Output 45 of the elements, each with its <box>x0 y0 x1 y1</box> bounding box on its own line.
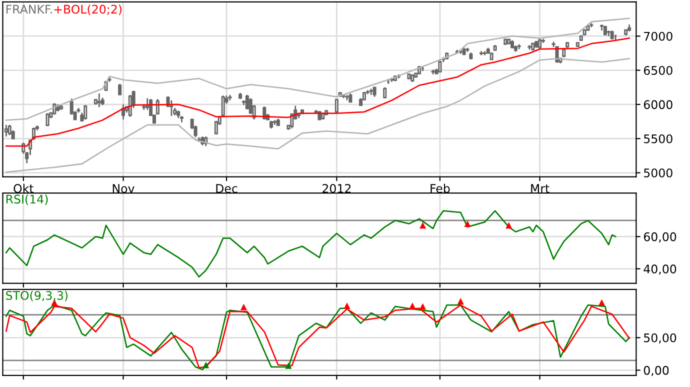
point <box>240 304 247 310</box>
candlestick <box>8 124 12 136</box>
y-tick-label: 60,00 <box>644 232 676 242</box>
candlestick <box>245 94 249 110</box>
x-tick-label: Okt <box>14 184 34 193</box>
candlestick <box>97 92 101 108</box>
x-tick-label: Nov <box>112 184 134 193</box>
candlestick <box>214 120 218 136</box>
candlestick <box>262 106 266 120</box>
candlestick <box>32 126 36 141</box>
point <box>457 298 464 304</box>
y-tick-label: 50,00 <box>644 333 676 344</box>
line-series <box>6 210 616 278</box>
point <box>409 302 416 310</box>
candlestick <box>46 112 50 127</box>
y-tick-label: 7000 <box>644 32 672 41</box>
point <box>344 302 350 310</box>
y-tick-label: 6500 <box>644 66 672 75</box>
chart-title: STO(9,3,3) <box>6 290 68 302</box>
line-series <box>6 37 630 147</box>
y-tick-label: 5500 <box>644 134 672 144</box>
x-tick-label: Mrt <box>531 184 550 193</box>
y-tick-label: 0,00 <box>644 366 669 376</box>
point <box>202 362 210 368</box>
chart-title: FRANKF. <box>6 4 52 14</box>
candlestick <box>118 83 122 96</box>
candlestick <box>170 100 174 117</box>
point <box>419 303 426 310</box>
y-tick-label: 6000 <box>644 100 672 110</box>
y-tick-label: 40,00 <box>644 264 676 275</box>
point <box>285 362 292 369</box>
y-tick-label: 5000 <box>644 168 672 178</box>
point <box>598 299 606 306</box>
line-series <box>6 58 630 173</box>
line-series <box>6 18 630 121</box>
candlestick <box>128 94 132 118</box>
candlestick <box>438 60 442 74</box>
candlestick <box>221 94 225 118</box>
candlestick <box>383 86 387 99</box>
text: +BOL(20;2) <box>54 4 122 16</box>
candlestick <box>538 38 542 50</box>
candlestick <box>4 124 8 138</box>
chart-title: RSI(14) <box>6 194 48 205</box>
candlestick <box>372 86 376 98</box>
candlestick <box>84 104 88 120</box>
